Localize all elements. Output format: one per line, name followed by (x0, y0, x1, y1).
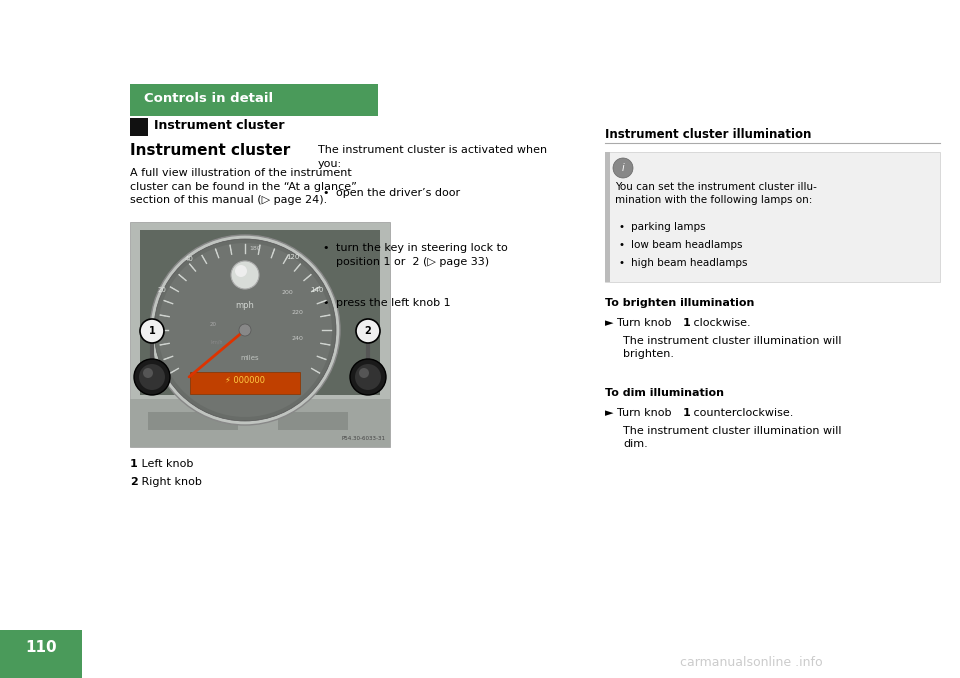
Text: Instrument cluster illumination: Instrument cluster illumination (605, 128, 811, 141)
Text: •: • (619, 258, 625, 268)
Text: high beam headlamps: high beam headlamps (631, 258, 748, 268)
Circle shape (150, 235, 340, 425)
Text: press the left knob 1: press the left knob 1 (336, 298, 450, 308)
Text: parking lamps: parking lamps (631, 222, 706, 232)
Text: Controls in detail: Controls in detail (144, 92, 274, 105)
Text: Left knob: Left knob (138, 459, 193, 469)
Bar (278, 412, 348, 430)
Text: The instrument cluster illumination will
brighten.: The instrument cluster illumination will… (623, 336, 842, 359)
Text: The instrument cluster is activated when
you:: The instrument cluster is activated when… (318, 145, 547, 169)
Text: 110: 110 (25, 640, 57, 655)
Bar (130, 118, 148, 136)
Circle shape (143, 368, 153, 378)
Text: Instrument cluster: Instrument cluster (130, 143, 290, 158)
Text: The instrument cluster illumination will
dim.: The instrument cluster illumination will… (623, 426, 842, 450)
Text: •: • (619, 240, 625, 250)
Bar (140, 230, 380, 395)
Text: 180: 180 (250, 245, 261, 250)
Bar (130, 84, 378, 116)
Text: 20: 20 (209, 323, 217, 327)
Bar (605, 152, 940, 282)
Circle shape (350, 359, 386, 395)
Text: carmanualsonline .info: carmanualsonline .info (680, 656, 823, 669)
Circle shape (235, 265, 247, 277)
Circle shape (139, 364, 165, 390)
Circle shape (134, 359, 170, 395)
Text: 140: 140 (310, 287, 324, 292)
Bar (130, 399, 390, 447)
Text: clockwise.: clockwise. (690, 318, 751, 328)
Text: Instrument cluster: Instrument cluster (154, 119, 284, 132)
Circle shape (154, 239, 336, 421)
Circle shape (359, 368, 369, 378)
Text: 40: 40 (185, 256, 194, 262)
Text: low beam headlamps: low beam headlamps (631, 240, 742, 250)
Text: A full view illustration of the instrument
cluster can be found in the “At a gla: A full view illustration of the instrume… (130, 168, 357, 205)
Bar (190, 372, 300, 394)
Text: 1: 1 (149, 326, 156, 336)
Text: 2: 2 (130, 477, 137, 487)
Circle shape (140, 319, 164, 343)
Circle shape (231, 261, 259, 289)
Text: miles: miles (241, 355, 259, 361)
Text: 200: 200 (281, 290, 293, 294)
Text: ► Turn knob: ► Turn knob (605, 408, 675, 418)
Circle shape (613, 158, 633, 178)
Text: 20: 20 (157, 287, 166, 292)
Text: •: • (619, 222, 625, 232)
Bar (605, 152, 610, 282)
Circle shape (158, 243, 332, 417)
Circle shape (356, 319, 380, 343)
Text: ► Turn knob: ► Turn knob (605, 318, 675, 328)
Text: •: • (322, 188, 328, 198)
Text: 1: 1 (130, 459, 137, 469)
Text: •: • (322, 298, 328, 308)
Text: To dim illumination: To dim illumination (605, 388, 724, 398)
Text: 220: 220 (291, 309, 303, 315)
Text: ⚡ 000000: ⚡ 000000 (225, 376, 265, 385)
Text: mph: mph (235, 300, 254, 309)
Text: open the driver’s door: open the driver’s door (336, 188, 460, 198)
Text: km/h: km/h (211, 340, 224, 344)
Bar (0, 630, 82, 678)
Text: 1: 1 (683, 318, 691, 328)
Text: 240: 240 (291, 336, 303, 340)
Text: You can set the instrument cluster illu-
mination with the following lamps on:: You can set the instrument cluster illu-… (615, 182, 817, 205)
Text: 120: 120 (286, 254, 300, 260)
Text: 2: 2 (365, 326, 372, 336)
Text: 1: 1 (683, 408, 691, 418)
Text: P54.30-6033-31: P54.30-6033-31 (341, 436, 385, 441)
Text: i: i (622, 163, 624, 173)
Text: •: • (322, 243, 328, 253)
Text: counterclockwise.: counterclockwise. (690, 408, 793, 418)
Text: To brighten illumination: To brighten illumination (605, 298, 755, 308)
Bar (130, 222, 390, 447)
Circle shape (239, 324, 251, 336)
Bar (148, 412, 238, 430)
Text: turn the key in steering lock to
position 1 or  2 (▷ page 33): turn the key in steering lock to positio… (336, 243, 508, 266)
Text: Right knob: Right knob (138, 477, 202, 487)
Circle shape (355, 364, 381, 390)
